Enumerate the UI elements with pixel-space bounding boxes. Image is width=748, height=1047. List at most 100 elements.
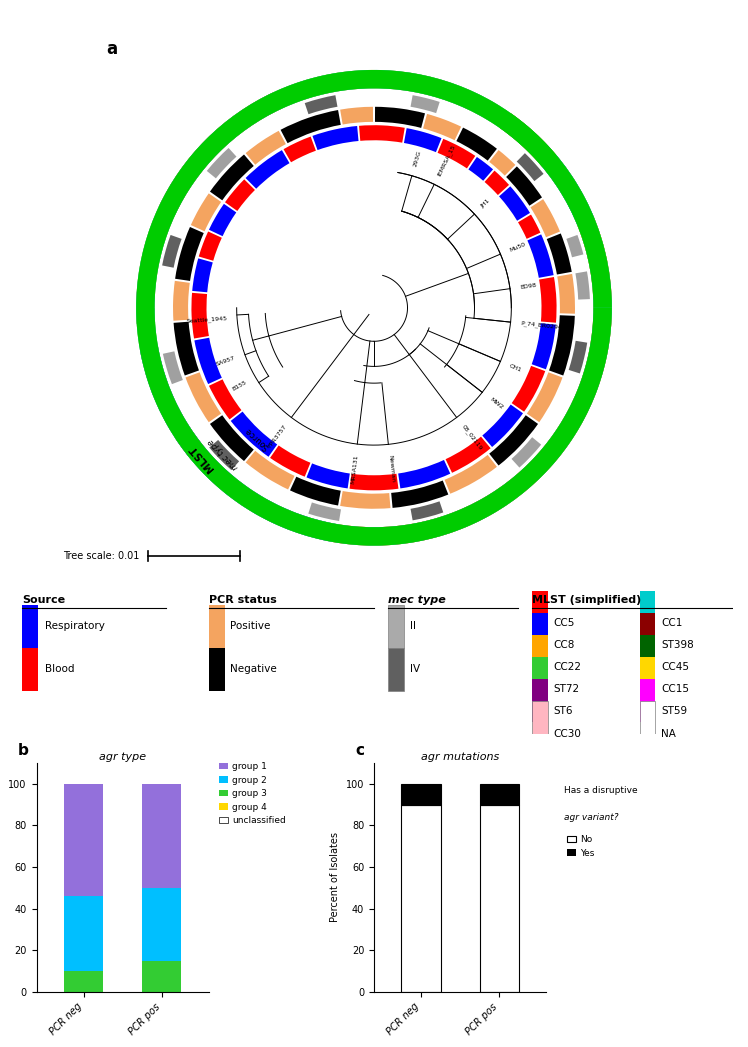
Wedge shape — [210, 416, 254, 461]
Text: Mu50: Mu50 — [509, 241, 527, 252]
Wedge shape — [485, 171, 509, 195]
Wedge shape — [489, 150, 515, 176]
Bar — [64, 971, 103, 992]
Wedge shape — [136, 70, 612, 545]
Text: Positive: Positive — [230, 622, 271, 631]
Text: CC15: CC15 — [661, 685, 689, 694]
Wedge shape — [136, 292, 155, 308]
Bar — [142, 960, 182, 992]
Bar — [532, 591, 548, 633]
Wedge shape — [489, 416, 538, 466]
Wedge shape — [186, 373, 221, 422]
Wedge shape — [173, 281, 190, 320]
Bar — [640, 701, 655, 744]
Text: FPR3757: FPR3757 — [267, 424, 287, 449]
Text: 08_02119: 08_02119 — [461, 424, 483, 451]
Text: Respiratory: Respiratory — [45, 622, 105, 631]
Text: Seattle_1945: Seattle_1945 — [186, 315, 227, 324]
Text: ST6: ST6 — [554, 707, 573, 716]
Wedge shape — [225, 179, 255, 211]
Text: ST398: ST398 — [661, 640, 694, 650]
Bar — [532, 658, 548, 700]
Text: P_74_ER02947_3: P_74_ER02947_3 — [521, 320, 574, 332]
Text: MLST: MLST — [187, 443, 215, 473]
Text: CC45: CC45 — [661, 662, 689, 672]
Wedge shape — [517, 153, 544, 181]
Wedge shape — [456, 128, 497, 160]
Wedge shape — [512, 365, 545, 411]
Wedge shape — [136, 308, 155, 324]
Bar — [388, 648, 404, 691]
Wedge shape — [518, 215, 540, 239]
Bar — [22, 648, 38, 691]
Wedge shape — [349, 473, 399, 490]
Bar — [640, 658, 655, 700]
Wedge shape — [175, 427, 206, 461]
Wedge shape — [245, 451, 295, 490]
Wedge shape — [575, 271, 590, 299]
Wedge shape — [270, 445, 310, 476]
Text: mec type: mec type — [388, 595, 446, 605]
Wedge shape — [500, 113, 608, 269]
Text: Newman: Newman — [387, 454, 395, 483]
Wedge shape — [542, 155, 612, 308]
Wedge shape — [375, 107, 425, 128]
Wedge shape — [230, 411, 278, 456]
Bar — [402, 805, 441, 992]
Title: agr mutations: agr mutations — [421, 752, 500, 762]
Wedge shape — [280, 110, 341, 143]
Wedge shape — [192, 259, 212, 292]
Wedge shape — [163, 352, 183, 384]
Text: CC8: CC8 — [554, 640, 575, 650]
Wedge shape — [468, 157, 493, 181]
Wedge shape — [313, 126, 358, 150]
Bar — [402, 784, 441, 805]
Wedge shape — [391, 481, 448, 508]
Bar — [479, 784, 519, 805]
Wedge shape — [500, 113, 612, 308]
Wedge shape — [557, 274, 575, 314]
Bar — [532, 634, 548, 677]
Text: agr variant?: agr variant? — [563, 814, 618, 822]
Wedge shape — [539, 277, 557, 322]
Wedge shape — [245, 131, 286, 164]
Wedge shape — [359, 126, 405, 142]
Wedge shape — [340, 107, 373, 125]
Legend: group 1, group 2, group 3, group 4, unclassified: group 1, group 2, group 3, group 4, uncl… — [215, 758, 289, 829]
Text: CC1: CC1 — [661, 618, 683, 628]
Text: II: II — [410, 622, 416, 631]
Wedge shape — [307, 464, 350, 489]
Wedge shape — [577, 219, 612, 308]
Legend: No, Yes: No, Yes — [563, 831, 598, 862]
Wedge shape — [290, 476, 341, 506]
Text: ST72: ST72 — [554, 685, 580, 694]
Text: IV: IV — [410, 664, 420, 674]
Title: agr type: agr type — [99, 752, 147, 762]
Wedge shape — [136, 70, 612, 545]
Wedge shape — [527, 235, 554, 277]
Wedge shape — [482, 404, 523, 447]
Bar — [64, 896, 103, 971]
Wedge shape — [512, 438, 542, 468]
Text: ED98: ED98 — [520, 283, 537, 290]
Bar — [479, 805, 519, 992]
Wedge shape — [411, 95, 440, 113]
Bar — [640, 612, 655, 655]
Text: CC22: CC22 — [554, 662, 581, 672]
Wedge shape — [333, 463, 542, 545]
Wedge shape — [568, 340, 587, 374]
Wedge shape — [191, 293, 209, 338]
Y-axis label: Percent of Isolates: Percent of Isolates — [331, 832, 340, 922]
Wedge shape — [210, 155, 254, 200]
Bar — [209, 648, 224, 691]
Text: CC30: CC30 — [554, 729, 581, 738]
Wedge shape — [191, 194, 221, 231]
Text: Has a disruptive: Has a disruptive — [563, 786, 637, 795]
Text: Tree scale: 0.01: Tree scale: 0.01 — [63, 551, 140, 560]
Wedge shape — [529, 308, 612, 476]
Text: mec type: mec type — [206, 437, 239, 471]
Text: Negative: Negative — [230, 664, 277, 674]
Wedge shape — [137, 207, 175, 288]
Bar — [209, 605, 224, 648]
Bar — [640, 591, 655, 633]
